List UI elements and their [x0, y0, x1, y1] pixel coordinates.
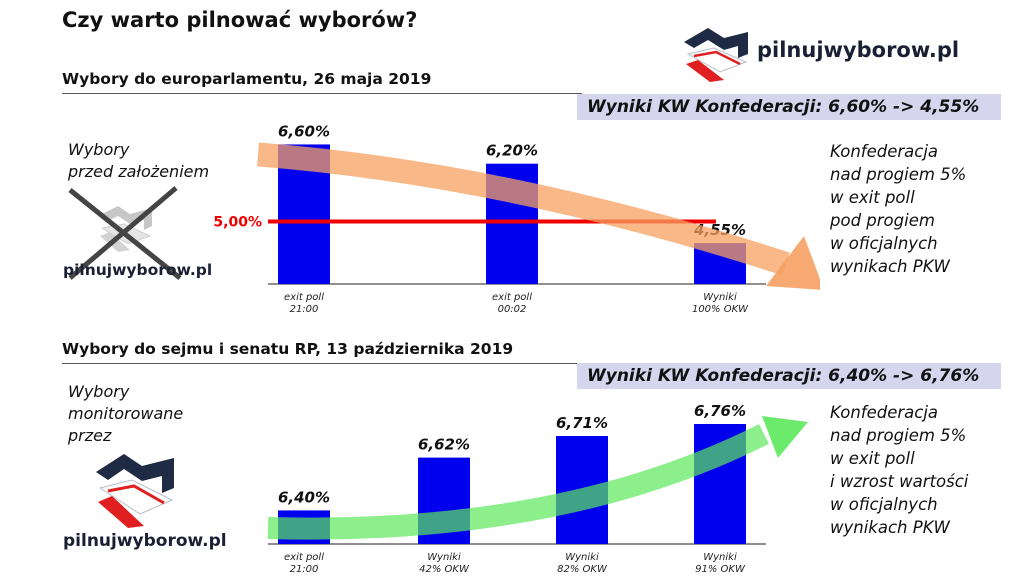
- tick-label: exit poll: [284, 292, 324, 303]
- left-note-line: przed założeniem: [68, 162, 210, 181]
- tick-label: Wyniki: [565, 552, 599, 563]
- data-label: 6,76%: [694, 402, 746, 420]
- logo-text: pilnujwyborow.pl: [63, 261, 213, 279]
- divider: [62, 93, 582, 94]
- tick-label: 100% OKW: [692, 304, 749, 315]
- data-label: 6,20%: [486, 142, 538, 160]
- logo-text: pilnujwyborow.pl: [63, 531, 227, 551]
- right-note-line: Konfederacja: [830, 142, 939, 161]
- tick-label: 82% OKW: [557, 564, 608, 575]
- right-note-line: nad progiem 5%: [830, 165, 967, 184]
- result-label: Wyniki KW Konfederacji: 6,60% -> 4,55%: [577, 94, 1001, 120]
- right-note: Konfederacja nad progiem 5% w exit poll …: [830, 401, 968, 539]
- left-note-line: monitorowane: [68, 404, 184, 423]
- left-note: Wybory przed założeniem: [68, 139, 209, 183]
- threshold-label: 5,00%: [213, 214, 262, 230]
- crossed-logo-icon: [68, 186, 182, 280]
- section-subtitle: Wybory do europarlamentu, 26 maja 2019: [62, 70, 432, 88]
- page-title: Czy warto pilnować wyborów?: [62, 8, 418, 32]
- result-label: Wyniki KW Konfederacji: 6,40% -> 6,76%: [577, 363, 1001, 389]
- pilnujwyborow-logo-icon: [96, 454, 174, 528]
- left-note-line: Wybory: [68, 382, 130, 401]
- right-note-line: i wzrost wartości: [830, 472, 969, 491]
- data-label: 6,60%: [278, 122, 330, 140]
- right-note-line: wynikach PKW: [830, 257, 950, 276]
- trend-arrow-head: [766, 236, 820, 290]
- right-note-line: nad progiem 5%: [830, 426, 967, 445]
- data-label: 6,40%: [278, 488, 330, 506]
- right-note-line: w oficjalnych: [830, 495, 938, 514]
- trend-arrow-head: [762, 416, 808, 458]
- tick-label: Wyniki: [703, 552, 737, 563]
- left-note: Wybory monitorowane przez: [68, 381, 183, 447]
- tick-label: 21:00: [290, 304, 319, 315]
- divider: [62, 363, 582, 364]
- tick-label: Wyniki: [427, 552, 461, 563]
- data-label: 6,62%: [418, 436, 470, 454]
- logo-text: pilnujwyborow.pl: [757, 38, 960, 62]
- right-note-line: wynikach PKW: [830, 518, 950, 537]
- left-note-line: przez: [68, 426, 112, 445]
- right-note: Konfederacja nad progiem 5% w exit poll …: [830, 140, 966, 278]
- data-label: 6,71%: [556, 414, 608, 432]
- right-note-line: w exit poll: [830, 449, 915, 468]
- tick-label: exit poll: [284, 552, 324, 563]
- left-note-line: Wybory: [68, 140, 130, 159]
- pilnujwyborow-logo-icon: [684, 28, 748, 82]
- tick-label: 21:00: [290, 564, 319, 575]
- trend-arrow-shaft: [257, 142, 790, 276]
- tick-label: 42% OKW: [419, 564, 470, 575]
- right-note-line: w oficjalnych: [830, 234, 938, 253]
- section-subtitle: Wybory do sejmu i senatu RP, 13 paździer…: [62, 340, 514, 358]
- trend-arrow-shaft: [267, 424, 769, 540]
- tick-label: 00:02: [498, 304, 527, 315]
- right-note-line: w exit poll: [830, 188, 915, 207]
- right-note-line: pod progiem: [830, 211, 935, 230]
- right-note-line: Konfederacja: [830, 403, 939, 422]
- tick-label: 91% OKW: [695, 564, 746, 575]
- tick-label: Wyniki: [703, 292, 737, 303]
- tick-label: exit poll: [492, 292, 532, 303]
